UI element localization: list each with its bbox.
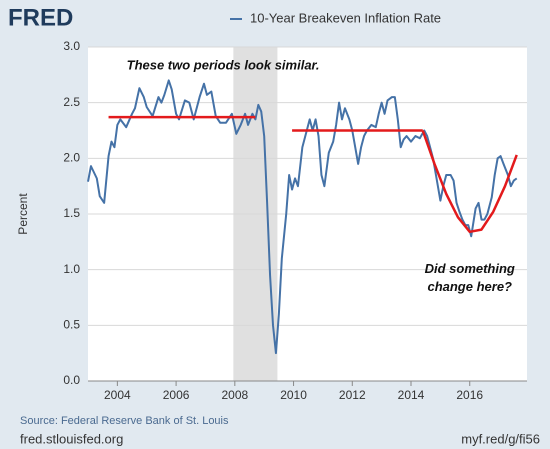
x-tick-label: 2014 — [398, 388, 425, 402]
y-tick-label: 1.0 — [63, 262, 80, 276]
y-tick-label: 0.0 — [63, 373, 80, 387]
footer-right: myf.red/g/fi56 — [461, 431, 540, 446]
annotation: change here? — [427, 279, 512, 294]
y-axis-label: Percent — [16, 193, 30, 235]
x-tick-label: 2016 — [456, 388, 483, 402]
source: Source: Federal Reserve Bank of St. Loui… — [20, 415, 229, 427]
trend-overlay — [421, 130, 518, 234]
x-tick-label: 2006 — [163, 388, 190, 402]
y-tick-label: 2.0 — [63, 151, 80, 165]
y-tick-label: 1.5 — [63, 206, 80, 220]
annotation: These two periods look similar. — [127, 57, 320, 72]
legend-label: 10-Year Breakeven Inflation Rate — [250, 10, 441, 25]
logo: FRED — [8, 4, 73, 31]
y-tick-label: 2.5 — [63, 95, 80, 109]
x-tick-label: 2012 — [339, 388, 366, 402]
y-tick-label: 0.5 — [63, 318, 80, 332]
x-tick-label: 2008 — [221, 388, 248, 402]
annotation: Did something — [425, 261, 515, 276]
x-tick-label: 2004 — [104, 388, 131, 402]
series-line — [87, 79, 518, 355]
x-tick-label: 2010 — [280, 388, 307, 402]
footer-left: fred.stlouisfed.org — [20, 431, 123, 446]
y-tick-label: 3.0 — [63, 39, 80, 53]
